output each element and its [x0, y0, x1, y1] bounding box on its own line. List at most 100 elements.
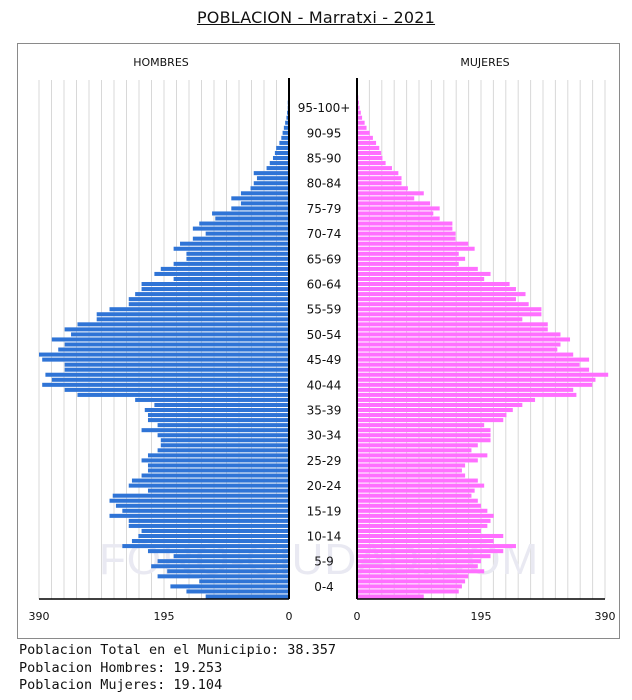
- men-bar: [122, 508, 289, 513]
- x-tick-label: 390: [29, 610, 50, 623]
- women-bar: [357, 176, 402, 181]
- women-bar: [357, 453, 488, 458]
- women-bar: [357, 276, 485, 282]
- men-bar: [205, 594, 289, 599]
- women-bar: [357, 231, 456, 236]
- men-bar: [128, 523, 289, 528]
- women-bar: [357, 468, 462, 473]
- men-bar: [274, 150, 289, 156]
- age-group-label: 15-19: [307, 504, 342, 518]
- women-bar: [357, 251, 459, 256]
- men-bar: [256, 176, 289, 181]
- women-bar: [357, 579, 466, 584]
- women-bar: [357, 332, 561, 337]
- men-bar: [157, 574, 289, 579]
- men-bar: [173, 261, 289, 266]
- women-bar: [357, 503, 481, 508]
- population-summary: Poblacion Total en el Municipio: 38.357 …: [19, 642, 336, 695]
- men-bar: [131, 539, 289, 544]
- women-bar: [357, 271, 491, 276]
- men-population: Poblacion Hombres: 19.253: [19, 659, 223, 676]
- men-bar: [285, 120, 289, 125]
- women-bar: [357, 292, 526, 297]
- men-bar: [45, 372, 290, 377]
- women-bar: [357, 337, 571, 342]
- women-bar: [357, 206, 440, 211]
- women-bar: [357, 367, 590, 372]
- age-group-label: 90-95: [307, 126, 342, 140]
- women-bar: [357, 584, 462, 589]
- women-bar: [357, 312, 542, 317]
- age-labels: 0-4 5-9 10-14 15-19 20-24 25-29 30-34 35-39 40-4…: [298, 101, 351, 594]
- age-group-label: 25-29: [307, 454, 342, 468]
- men-bar: [141, 458, 289, 463]
- women-bar: [357, 261, 459, 266]
- women-bar: [357, 594, 424, 599]
- x-tick-label: 195: [471, 610, 492, 623]
- men-bar: [138, 533, 289, 539]
- men-bar: [64, 327, 289, 332]
- women-bar: [357, 347, 558, 352]
- women-bar: [357, 327, 548, 332]
- men-bar: [109, 498, 289, 503]
- women-bar: [357, 498, 478, 503]
- men-bar: [51, 337, 290, 342]
- women-bar: [357, 287, 516, 292]
- men-bar: [240, 191, 289, 196]
- women-bar: [357, 282, 510, 287]
- age-group-label: 60-64: [307, 278, 342, 292]
- men-bar: [147, 413, 289, 418]
- axes: [39, 78, 605, 600]
- women-bar: [357, 322, 548, 327]
- women-bar: [357, 236, 456, 241]
- men-bar: [192, 236, 289, 241]
- women-bar: [357, 241, 469, 246]
- women-bar: [357, 130, 370, 135]
- men-bar: [231, 206, 289, 211]
- women-bar: [357, 423, 485, 428]
- women-bar: [357, 150, 382, 156]
- women-bar: [357, 171, 399, 176]
- women-bar: [357, 125, 367, 130]
- women-bar: [357, 211, 434, 216]
- women-bar: [357, 216, 440, 221]
- x-tick-label: 0: [286, 610, 293, 623]
- women-bar: [357, 120, 365, 125]
- women-bar: [357, 513, 494, 518]
- women-bar: [357, 105, 360, 110]
- men-bar: [282, 130, 289, 135]
- men-bar: [112, 493, 289, 498]
- women-bar: [357, 397, 536, 402]
- men-bar: [199, 579, 289, 584]
- men-bar: [147, 418, 289, 423]
- women-bar: [357, 181, 402, 186]
- men-bar: [71, 332, 289, 337]
- men-bar: [160, 266, 289, 271]
- women-bar: [357, 226, 453, 231]
- men-bar: [64, 342, 289, 347]
- women-bar: [357, 297, 516, 302]
- women-bar: [357, 518, 491, 523]
- women-bar: [357, 413, 507, 418]
- women-bar: [357, 166, 392, 171]
- age-group-label: 95-100+: [298, 101, 351, 115]
- women-bar: [357, 544, 516, 549]
- men-bar: [131, 478, 289, 483]
- men-bar: [279, 140, 289, 145]
- women-bar: [357, 438, 491, 443]
- women-bar: [357, 256, 466, 261]
- women-bar: [357, 201, 431, 206]
- men-bar: [135, 397, 289, 402]
- women-bar: [357, 569, 485, 574]
- women-bar: [357, 352, 574, 357]
- men-bar: [240, 201, 289, 206]
- men-bar: [144, 407, 289, 413]
- men-bar: [51, 377, 290, 382]
- age-group-label: 35-39: [307, 404, 342, 418]
- women-bar: [357, 473, 466, 478]
- women-bar: [357, 483, 485, 488]
- men-bar: [215, 216, 289, 221]
- men-bar: [199, 221, 289, 226]
- women-bar: [357, 362, 580, 367]
- men-bar: [42, 357, 290, 362]
